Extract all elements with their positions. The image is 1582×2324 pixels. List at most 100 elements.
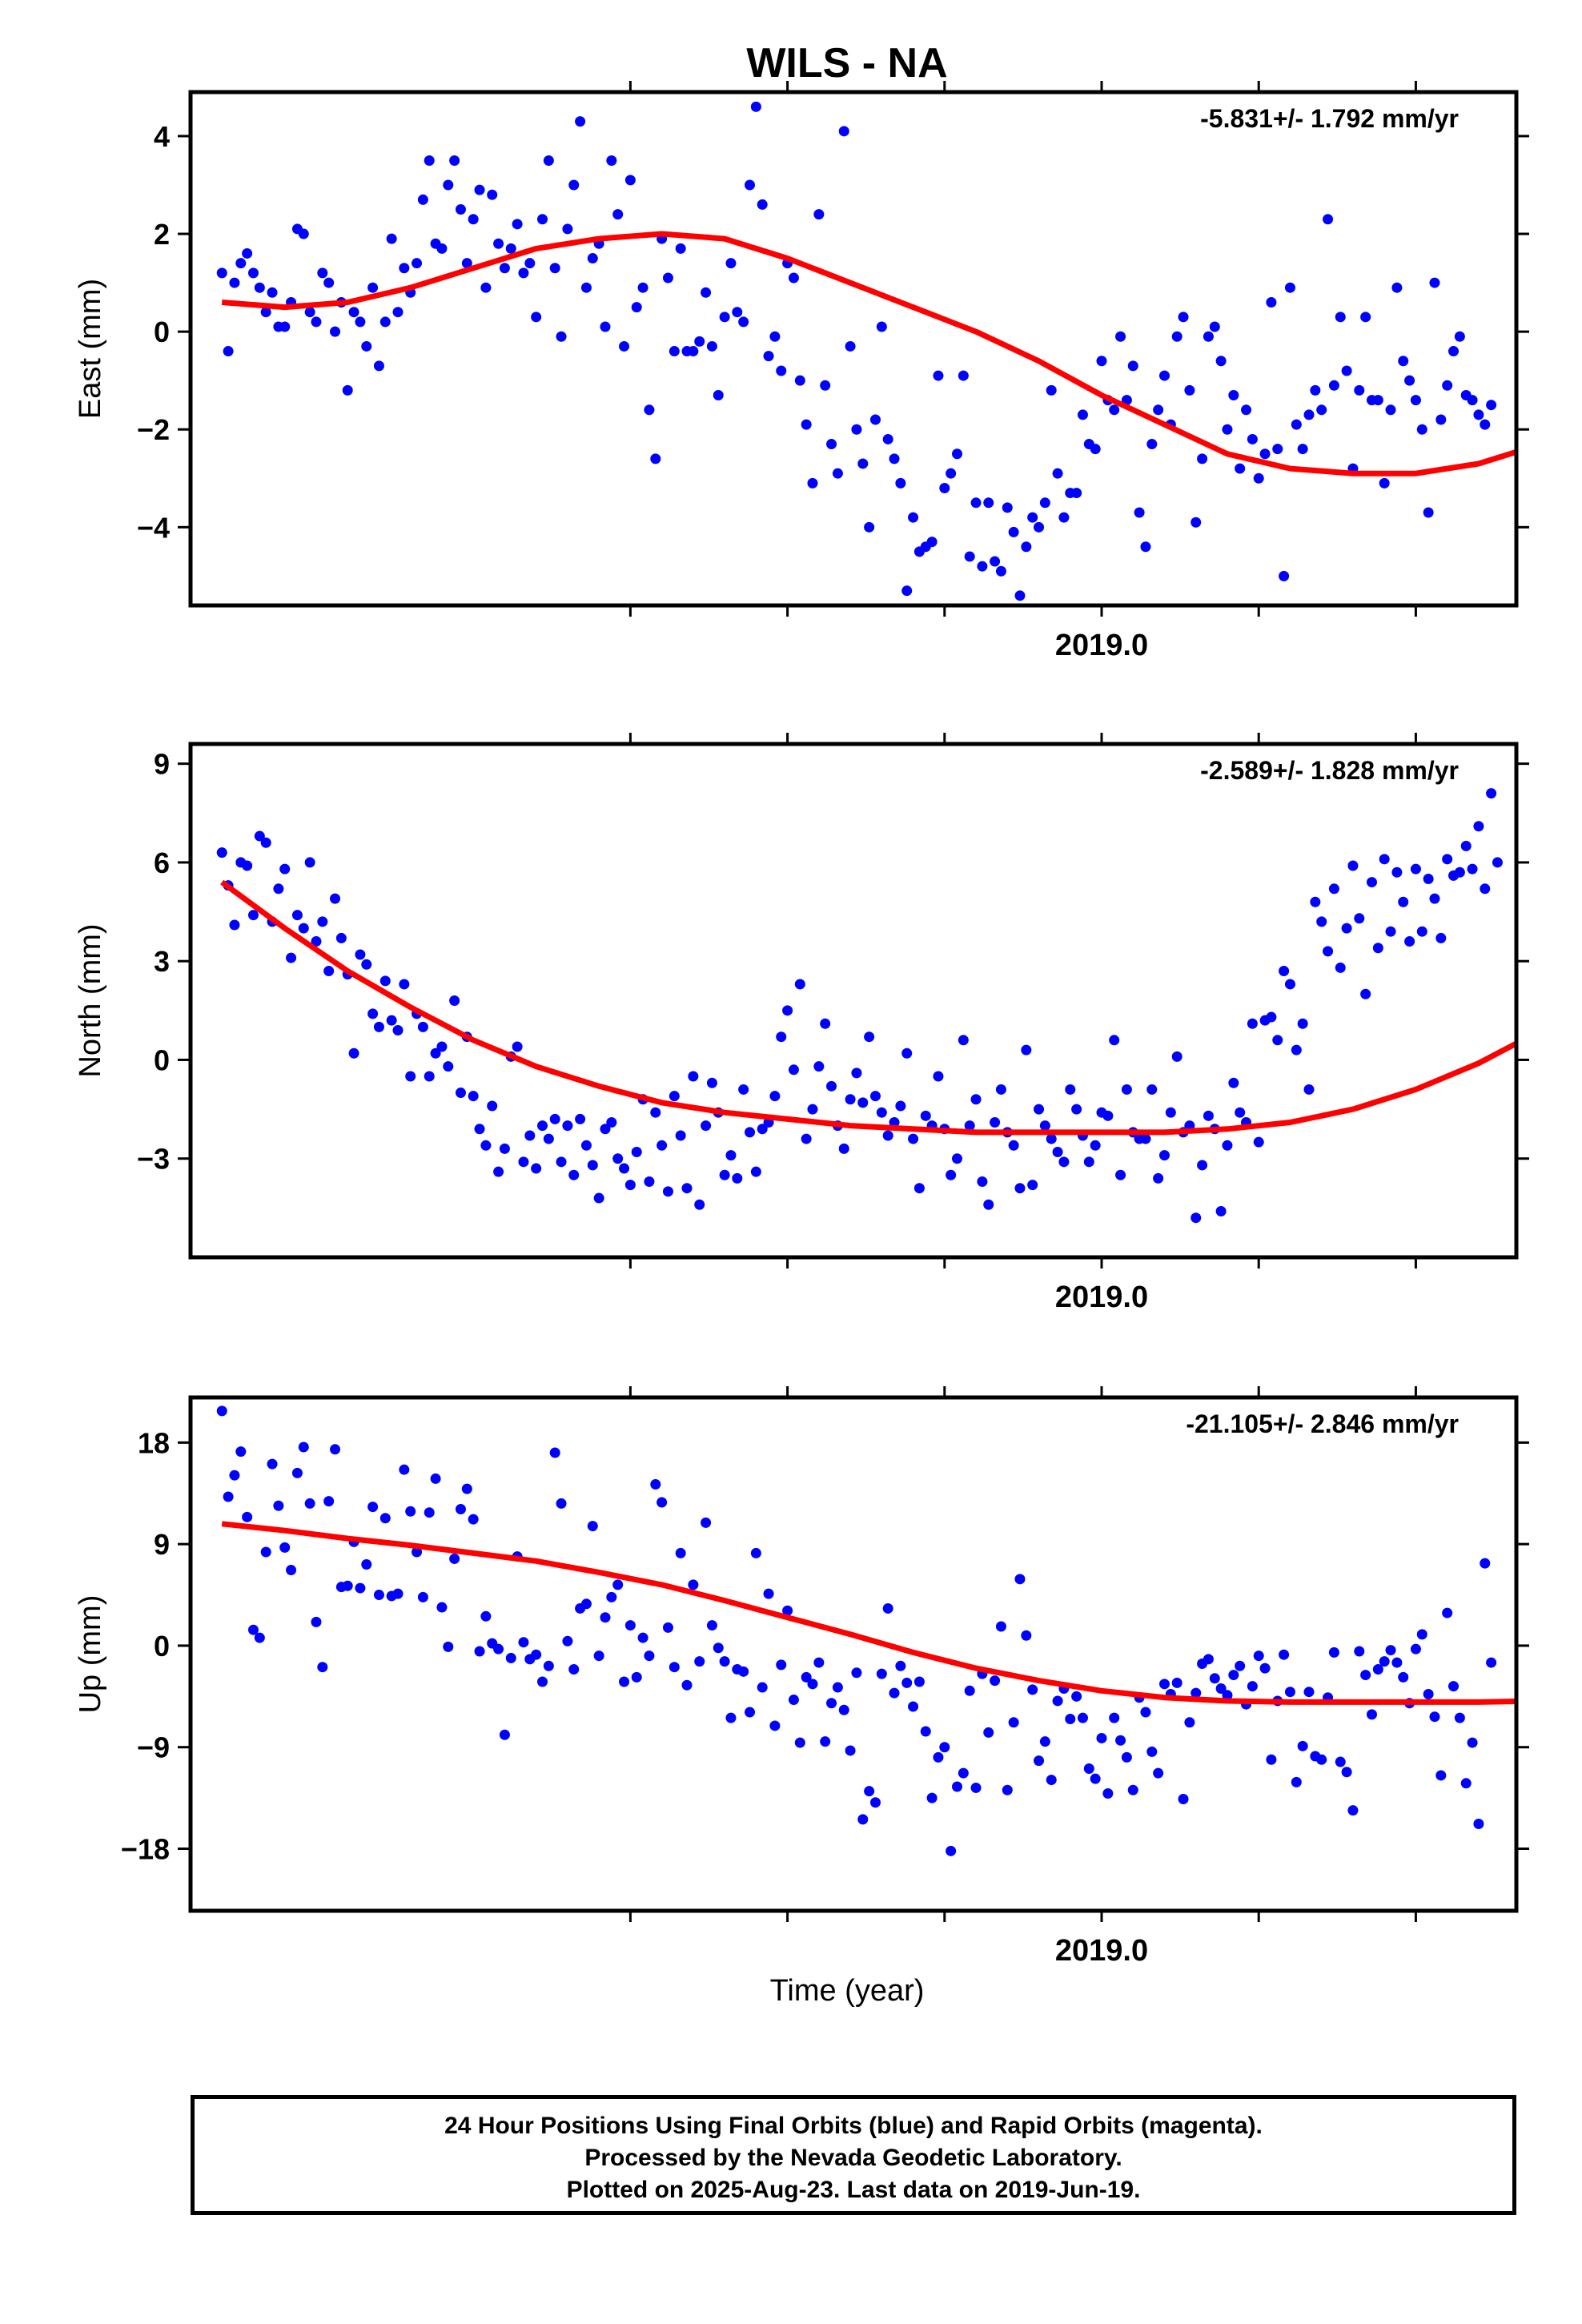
north-data-point bbox=[474, 1124, 485, 1135]
north-data-point bbox=[286, 952, 297, 963]
north-rate-label: -2.589+/- 1.828 mm/yr bbox=[1200, 756, 1459, 785]
north-data-point bbox=[229, 919, 240, 931]
east-data-point bbox=[1448, 346, 1460, 357]
east-data-point bbox=[1008, 526, 1019, 537]
up-data-point bbox=[562, 1635, 573, 1647]
north-data-point bbox=[405, 1071, 416, 1082]
up-rate-label: -21.105+/- 2.846 mm/yr bbox=[1186, 1409, 1459, 1438]
north-data-point bbox=[845, 1094, 856, 1105]
east-data-point bbox=[580, 282, 592, 293]
north-data-point bbox=[1435, 932, 1447, 943]
north-data-point bbox=[499, 1143, 510, 1154]
east-data-point bbox=[1410, 395, 1421, 406]
east-data-point bbox=[1404, 375, 1415, 386]
up-data-point bbox=[1146, 1746, 1158, 1757]
north-data-point bbox=[600, 1124, 611, 1135]
east-data-point bbox=[946, 468, 957, 479]
up-data-point bbox=[990, 1675, 1001, 1687]
up-data-point bbox=[1291, 1776, 1302, 1787]
east-data-point bbox=[323, 277, 335, 288]
north-data-point bbox=[732, 1172, 743, 1184]
up-data-point bbox=[1266, 1754, 1277, 1765]
up-data-point bbox=[1454, 1712, 1465, 1723]
north-data-point bbox=[254, 830, 265, 842]
up-data-point bbox=[304, 1498, 315, 1509]
east-data-point bbox=[995, 565, 1006, 577]
up-data-point bbox=[443, 1641, 454, 1652]
north-data-point bbox=[1266, 1011, 1277, 1023]
east-data-point bbox=[568, 179, 580, 191]
north-data-point bbox=[1473, 821, 1484, 832]
east-data-point bbox=[977, 561, 988, 572]
east-data-point bbox=[732, 307, 743, 318]
north-data-point bbox=[373, 1021, 384, 1032]
east-data-point bbox=[1158, 370, 1170, 381]
east-data-point bbox=[1259, 448, 1271, 460]
north-data-point bbox=[580, 1140, 592, 1151]
east-fit-curve bbox=[221, 231, 1516, 476]
east-data-point bbox=[725, 258, 737, 269]
up-data-point bbox=[713, 1642, 724, 1654]
east-data-point bbox=[662, 272, 673, 283]
east-data-point bbox=[1391, 282, 1403, 293]
east-y-axis-label: East (mm) bbox=[74, 279, 107, 419]
north-data-point bbox=[367, 1008, 379, 1019]
up-data-point bbox=[229, 1470, 240, 1481]
north-data-point bbox=[688, 1071, 699, 1082]
up-data-point bbox=[1435, 1770, 1447, 1781]
north-data-point bbox=[1027, 1180, 1038, 1191]
north-data-point bbox=[562, 1120, 573, 1132]
north-data-point bbox=[449, 995, 460, 1006]
east-data-point bbox=[757, 199, 768, 210]
up-data-point bbox=[876, 1668, 887, 1679]
up-data-point bbox=[449, 1553, 460, 1564]
north-data-point bbox=[1140, 1133, 1151, 1144]
east-data-point bbox=[1372, 395, 1383, 406]
up-data-point bbox=[908, 1701, 919, 1712]
up-data-point bbox=[901, 1677, 913, 1688]
north-data-point bbox=[1366, 877, 1377, 888]
north-data-point bbox=[1272, 1035, 1283, 1046]
up-data-point bbox=[1366, 1709, 1377, 1720]
east-data-point bbox=[606, 155, 617, 166]
north-data-point bbox=[518, 1156, 529, 1168]
north-data-point bbox=[1454, 866, 1465, 878]
north-data-point bbox=[650, 1107, 661, 1118]
east-data-point bbox=[763, 351, 774, 362]
north-data-point bbox=[575, 1113, 586, 1124]
up-data-point bbox=[650, 1478, 661, 1490]
up-data-point bbox=[1486, 1657, 1497, 1668]
east-data-point bbox=[964, 551, 975, 562]
east-data-point bbox=[1077, 409, 1088, 420]
north-data-point bbox=[1228, 1077, 1239, 1088]
east-data-point bbox=[468, 214, 479, 225]
north-data-point bbox=[348, 1047, 359, 1059]
east-data-point bbox=[1203, 331, 1214, 342]
up-data-point bbox=[424, 1507, 435, 1518]
east-data-point bbox=[1052, 468, 1063, 479]
north-data-point bbox=[807, 1104, 818, 1115]
up-data-point bbox=[355, 1582, 366, 1594]
up-points bbox=[216, 1405, 1497, 1856]
north-data-point bbox=[593, 1192, 604, 1204]
east-points bbox=[216, 101, 1497, 601]
east-data-point bbox=[869, 414, 881, 425]
up-data-point bbox=[738, 1666, 749, 1677]
east-data-point bbox=[499, 263, 510, 274]
east-data-point bbox=[1134, 507, 1145, 518]
up-data-point bbox=[417, 1591, 428, 1602]
up-data-point bbox=[1102, 1787, 1114, 1799]
east-data-point bbox=[235, 258, 247, 269]
north-data-point bbox=[537, 1120, 548, 1132]
north-data-point bbox=[1297, 1018, 1308, 1029]
east-data-point bbox=[970, 497, 982, 509]
east-data-point bbox=[1272, 444, 1283, 455]
north-data-point bbox=[1058, 1156, 1070, 1168]
north-data-point bbox=[681, 1183, 693, 1194]
up-data-point bbox=[662, 1622, 673, 1633]
up-data-point bbox=[1385, 1645, 1396, 1656]
up-data-point bbox=[399, 1464, 410, 1475]
up-panel: −18 −9 0 9 18 2019.0 -21.105+/- 2.846 mm/yr Up … bbox=[74, 1386, 1529, 1968]
north-data-point bbox=[1083, 1156, 1094, 1168]
up-data-point bbox=[745, 1707, 756, 1718]
